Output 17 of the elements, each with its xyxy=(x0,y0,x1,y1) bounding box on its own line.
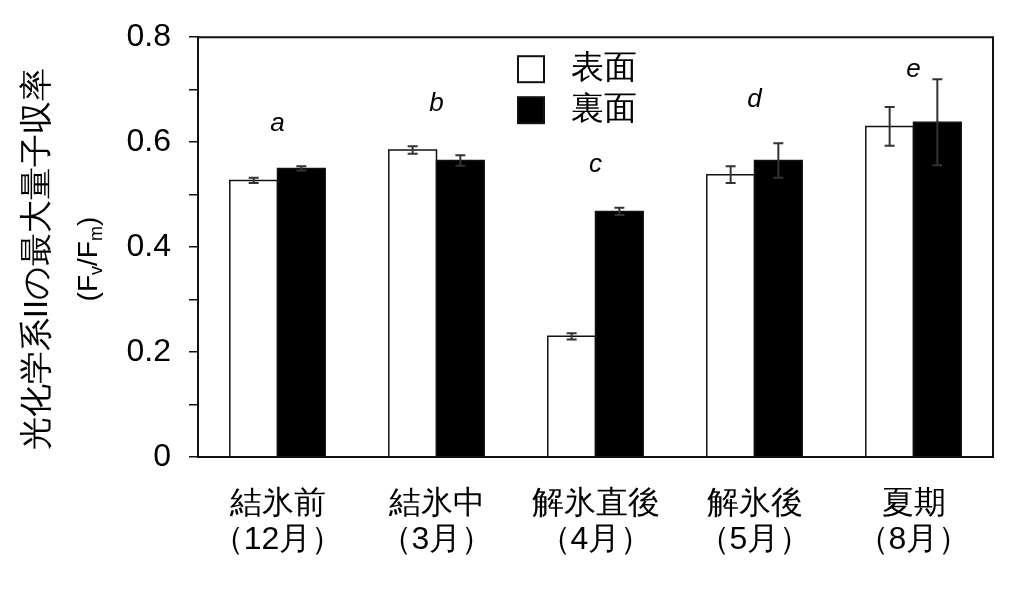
y-tick-label: 0.8 xyxy=(126,17,171,54)
annotation: e xyxy=(906,53,921,84)
y-tick-label: 0.4 xyxy=(126,226,171,263)
x-tick-label: 結氷中（3月） xyxy=(379,484,494,556)
annotation: d xyxy=(747,83,764,114)
y-tick-label: 0 xyxy=(153,436,171,473)
legend-label: 裏面 xyxy=(571,89,637,127)
annotation: a xyxy=(270,106,285,137)
x-tick-label: 解氷後（5月） xyxy=(697,484,812,556)
annotation: b xyxy=(429,86,444,117)
x-tick-label: 解氷直後（4月） xyxy=(531,484,660,556)
x-tick-label: 夏期（8月） xyxy=(856,484,971,556)
y-tick-label: 0.2 xyxy=(126,331,171,368)
legend-label: 表面 xyxy=(571,48,637,86)
x-tick-label: 結氷前（12月） xyxy=(211,484,344,556)
annotation: c xyxy=(589,147,602,178)
y-tick-label: 0.6 xyxy=(126,121,171,158)
